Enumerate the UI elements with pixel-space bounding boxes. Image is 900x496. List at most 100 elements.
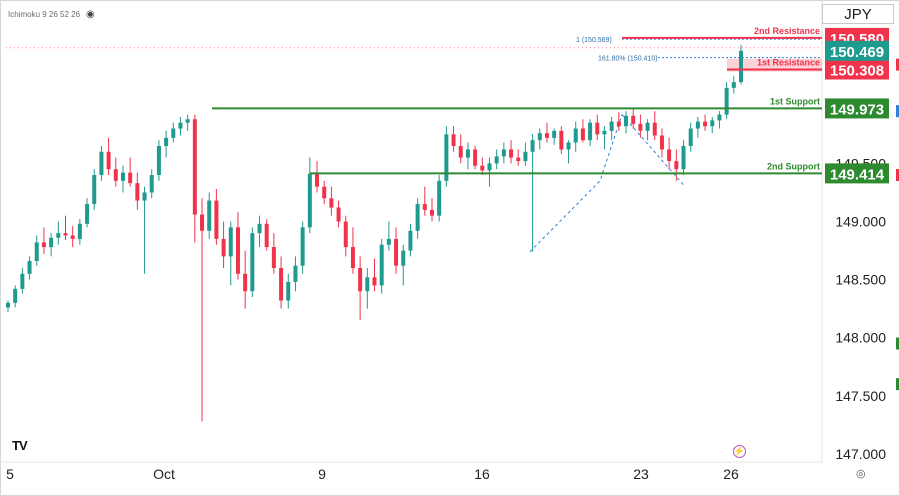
fib-trend-line (621, 114, 686, 187)
candle-body (200, 214, 205, 231)
candle-body (638, 123, 643, 131)
level-price-box (825, 98, 889, 119)
candle-body (336, 207, 341, 222)
candle-body (156, 145, 161, 176)
level-price-box (825, 163, 889, 184)
tradingview-logo[interactable]: TV (12, 438, 28, 453)
candle-body (343, 221, 348, 248)
candle-body (415, 204, 420, 231)
eye-icon[interactable]: ◉ (86, 9, 95, 20)
candle-body (99, 151, 104, 176)
candle-body (487, 163, 492, 171)
candle-body (681, 145, 686, 170)
candle-body (429, 209, 434, 216)
candle-body (480, 165, 485, 171)
candle-body (85, 204, 90, 224)
x-tick-label: 26 (723, 466, 739, 482)
candle-body (56, 233, 61, 238)
lightning-icon[interactable]: ⚡ (733, 445, 746, 458)
level-price-label: 149.973 (830, 101, 884, 118)
edge-marker (896, 58, 899, 71)
candle-body (128, 172, 133, 184)
candle-body (717, 114, 722, 121)
candle-body (437, 180, 442, 216)
candle-body (739, 50, 743, 83)
candle-body (257, 223, 262, 234)
candle-body (250, 233, 255, 292)
candle-body (41, 242, 46, 248)
y-tick-label: 147.000 (835, 446, 886, 462)
last-price-box (825, 40, 889, 61)
x-tick-label: 23 (633, 466, 649, 482)
y-tick-label: 148.000 (835, 330, 886, 346)
candle-body (544, 133, 549, 138)
candle-body (659, 135, 664, 150)
edge-marker (896, 105, 899, 118)
candle-body (595, 122, 600, 135)
candle-body (652, 122, 657, 136)
level-price-label: 149.414 (830, 166, 885, 183)
edge-marker (896, 169, 899, 182)
candle-body (645, 122, 650, 131)
candle-body (120, 172, 125, 181)
candle-body (408, 230, 413, 251)
candle-body (350, 247, 355, 268)
candle-body (674, 161, 679, 170)
fib-trend-line (529, 114, 623, 253)
candle-body (394, 238, 399, 266)
currency-label[interactable]: JPY (822, 4, 894, 24)
candle-body (566, 142, 571, 150)
candle-body (688, 128, 693, 146)
candle-body (286, 281, 291, 301)
candle-body (192, 119, 197, 215)
candle-body (322, 186, 327, 199)
last-price-label: 150.469 (830, 44, 884, 61)
candle-body (631, 115, 636, 124)
candle-body (70, 235, 75, 239)
candle-body (235, 227, 240, 274)
candle-body (573, 128, 578, 143)
candle-body (465, 149, 470, 158)
candle-body (329, 198, 334, 208)
candle-body (710, 120, 715, 127)
y-tick-label: 147.500 (835, 388, 886, 404)
candle-body (142, 192, 147, 201)
candle-body (609, 121, 614, 131)
candle-body (106, 151, 111, 170)
candle-body (559, 130, 564, 150)
edge-marker (896, 378, 899, 391)
x-tick-label: 5 (6, 466, 14, 482)
candle-body (537, 133, 542, 141)
indicator-legend[interactable]: Ichimoku 9 26 52 26 ◉ (8, 9, 95, 20)
level-price-box (825, 59, 889, 80)
indicator-label: Ichimoku 9 26 52 26 (8, 10, 81, 19)
candle-body (509, 149, 514, 158)
candle-body (444, 134, 449, 181)
candle-body (214, 200, 219, 239)
candle-body (695, 121, 700, 129)
candle-body (458, 145, 463, 158)
candle-body (401, 250, 406, 266)
candle-body (624, 115, 629, 127)
candle-body (49, 237, 54, 248)
candle-body (307, 173, 312, 228)
candle-body (185, 119, 190, 123)
candle-body (580, 128, 585, 141)
candle-body (724, 87, 729, 115)
candle-body (271, 247, 276, 268)
candle-body (516, 157, 521, 162)
candle-body (207, 200, 212, 231)
candle-body (358, 267, 363, 292)
candle-body (20, 273, 25, 289)
candle-body (27, 261, 32, 274)
candle-body (379, 244, 384, 286)
candle-body (13, 288, 18, 303)
candle-body (6, 302, 10, 308)
candle-body (501, 149, 506, 157)
candle-body (602, 130, 607, 135)
candle-body (422, 204, 427, 210)
candle-body (703, 121, 708, 127)
settings-icon[interactable]: ◎ (856, 468, 866, 480)
candle-body (279, 267, 284, 301)
